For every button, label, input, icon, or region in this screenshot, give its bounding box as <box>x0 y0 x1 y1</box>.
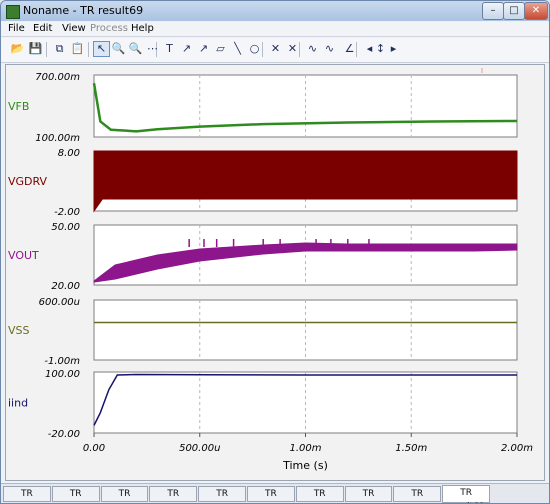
arrow-tool-2-icon[interactable]: ↗ <box>198 42 209 55</box>
y-min-label: -2.00 <box>54 207 80 218</box>
copy-icon[interactable]: ⧉ <box>55 42 64 55</box>
toolbar-separator <box>262 42 263 57</box>
tab-tr-result62[interactable]: TR result62 <box>100 486 149 502</box>
trace-name: VSS <box>8 324 30 337</box>
arrow-tool-icon[interactable]: ↗ <box>181 42 192 55</box>
title-bar: Noname - TR result69 – □ ✕ <box>1 1 549 21</box>
circle-tool-icon[interactable]: ○ <box>249 42 260 55</box>
angle-tool-icon[interactable]: ∠ <box>344 42 355 55</box>
plot-area: 700.00m 100.00m VFB 8.00 -2.00 VGDRV 50.00 20.0… <box>5 64 545 481</box>
minimize-icon[interactable]: – <box>482 2 504 20</box>
toolbar-separator <box>46 42 47 57</box>
arrow-pointer-icon[interactable]: ↖ <box>93 41 110 57</box>
trace-vgdrv <box>93 150 518 213</box>
toolbar-separator <box>156 42 157 57</box>
toolbar-separator <box>356 42 357 57</box>
trace-name: iind <box>8 397 28 410</box>
y-min-label: 20.00 <box>51 281 80 292</box>
waveform-chart: 700.00m 100.00m VFB 8.00 -2.00 VGDRV 50.00 20.0… <box>8 68 533 472</box>
y-min-label: 100.00m <box>35 133 80 144</box>
tab-tr-result64[interactable]: TR result64 <box>198 486 246 502</box>
zoom-out-icon[interactable]: 🔍 <box>128 42 143 55</box>
x-tick-label: 0.00 <box>83 443 105 454</box>
y-max-label: 100.00 <box>45 369 80 380</box>
close-icon[interactable]: ✕ <box>524 2 548 20</box>
x-tick-label: 1.50m <box>395 443 427 454</box>
tab-tr-result60[interactable]: TR result60 <box>3 486 51 502</box>
menu-help[interactable]: Help <box>131 23 154 34</box>
y-max-label: 50.00 <box>51 222 80 233</box>
tab-tr-result65[interactable]: TR result65 <box>247 486 295 502</box>
up-down-arrow-icon[interactable]: ↕ <box>375 42 386 55</box>
toolbar-separator <box>88 42 89 57</box>
trace-name: VFB <box>8 100 29 113</box>
open-folder-icon[interactable]: 📂 <box>10 42 25 55</box>
tab-tr-result68[interactable]: TR result68 <box>393 486 442 502</box>
save-icon[interactable]: 💾 <box>28 42 43 55</box>
tab-tr-result63[interactable]: TR result63 <box>149 486 198 502</box>
x-tick-label: 1.00m <box>289 443 321 454</box>
trace-vout <box>93 242 518 283</box>
curve-tool-2-icon[interactable]: ∿ <box>324 42 335 55</box>
y-min-label: -1.00m <box>44 356 80 367</box>
right-arrow-icon[interactable]: ▸ <box>390 42 397 55</box>
trace-name: VGDRV <box>8 175 48 188</box>
menu-process[interactable]: Process <box>90 23 128 34</box>
zoom-in-icon[interactable]: 🔍 <box>111 42 126 55</box>
x-tick-label: 500.00u <box>179 443 220 454</box>
y-max-label: 600.00u <box>39 297 80 308</box>
toolbar: 📂 💾 ⧉ 📋 ↖ 🔍 🔍 ⋯ T ↗ ↗ ▱ ╲ ○ ✕ ✕ ∿ ∿ ∠ ◂ ↕ ▸ <box>1 38 549 63</box>
paste-icon[interactable]: 📋 <box>70 42 85 55</box>
y-max-label: 8.00 <box>58 148 80 159</box>
maximize-icon[interactable]: □ <box>503 2 525 20</box>
text-tool-icon[interactable]: T <box>166 42 173 55</box>
trace-vfb <box>92 83 518 133</box>
y-max-label: 700.00m <box>35 72 80 83</box>
tina-icon <box>6 5 20 19</box>
line-tool-icon[interactable]: ╲ <box>234 42 241 55</box>
tab-tr-result61[interactable]: TR result61 <box>51 486 100 502</box>
shape-tool-icon[interactable]: ▱ <box>216 42 225 55</box>
cursor-b-icon[interactable]: ✕ <box>287 42 298 55</box>
menu-file[interactable]: File <box>8 23 25 34</box>
menu-bar: File Edit View Process Help <box>1 22 549 37</box>
tab-tr-result66[interactable]: TR result66 <box>295 486 344 502</box>
tab-tr-result69[interactable]: TR result69 <box>442 485 490 503</box>
menu-edit[interactable]: Edit <box>33 23 53 34</box>
grid-icon[interactable]: ⋯ <box>147 42 158 55</box>
y-min-label: -20.00 <box>48 429 80 440</box>
trace-iind <box>93 373 517 426</box>
x-tick-label: 2.00m <box>501 443 533 454</box>
window-title: Noname - TR result69 <box>23 4 144 17</box>
trace-name: VOUT <box>8 249 39 262</box>
result-tabs: TR result60TR result61TR result62TR resu… <box>1 483 549 503</box>
cursor-a-icon[interactable]: ✕ <box>270 42 281 55</box>
toolbar-separator <box>299 42 300 57</box>
left-arrow-icon[interactable]: ◂ <box>366 42 373 55</box>
curve-tool-icon[interactable]: ∿ <box>307 42 318 55</box>
x-axis-label: Time (s) <box>282 459 328 472</box>
menu-view[interactable]: View <box>62 23 86 34</box>
tab-tr-result67[interactable]: TR result67 <box>344 486 393 502</box>
